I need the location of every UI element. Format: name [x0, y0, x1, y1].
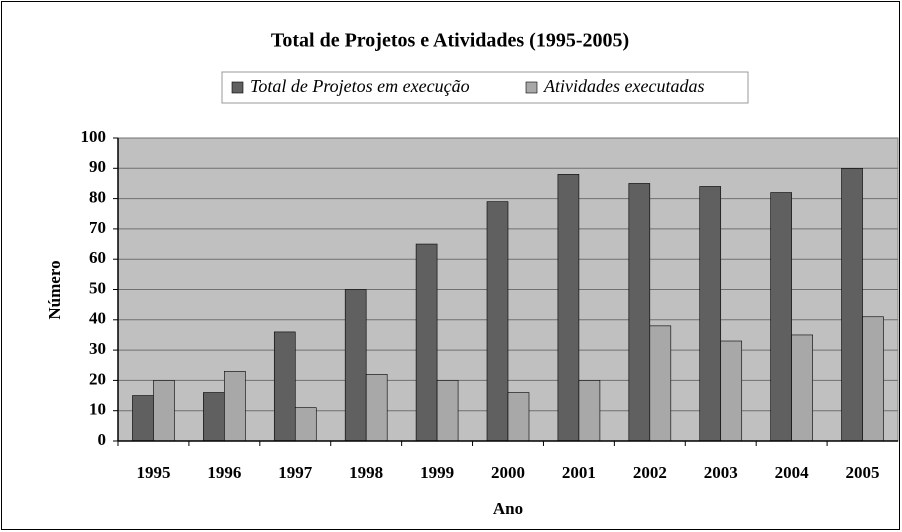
y-tick-label: 40: [89, 309, 106, 328]
x-tick-label: 1998: [349, 463, 383, 482]
x-tick-label: 1999: [420, 463, 454, 482]
legend-swatch: [525, 81, 538, 94]
bar: [720, 340, 743, 442]
bar: [365, 374, 388, 442]
chart-title: Total de Projetos e Atividades (1995-200…: [271, 30, 629, 52]
x-tick-label: 2005: [846, 463, 880, 482]
bar: [344, 289, 367, 442]
x-tick-label: 2001: [562, 463, 596, 482]
y-axis-label: Número: [45, 260, 64, 319]
bar: [649, 325, 672, 442]
bar: [841, 168, 863, 442]
bar: [294, 407, 317, 442]
y-tick-label: 70: [89, 218, 106, 237]
bar: [415, 243, 438, 442]
bar: [862, 316, 884, 442]
y-tick-label: 60: [89, 248, 106, 267]
legend-label: Total de Projetos em execução: [250, 76, 470, 96]
x-axis-label: Ano: [493, 499, 523, 518]
bar: [224, 371, 246, 442]
bar: [628, 183, 651, 442]
legend-label: Atividades executadas: [543, 76, 704, 96]
bar: [203, 392, 225, 442]
y-tick-label: 50: [89, 278, 106, 297]
y-tick-label: 30: [89, 339, 106, 358]
bar: [132, 395, 154, 442]
bar: [791, 334, 813, 442]
x-tick-label: 1995: [136, 463, 170, 482]
legend-box: [221, 71, 749, 104]
bar: [699, 186, 722, 442]
y-tick-label: 100: [81, 127, 107, 146]
x-tick-label: 2004: [775, 463, 810, 482]
bar: [770, 192, 792, 442]
bar: [578, 380, 601, 442]
y-tick-label: 0: [98, 430, 107, 449]
legend-swatch: [231, 81, 244, 94]
y-tick-label: 80: [89, 188, 106, 207]
bar: [436, 380, 459, 442]
bar: [153, 380, 175, 442]
y-tick-label: 20: [89, 369, 106, 388]
x-tick-label: 1997: [278, 463, 313, 482]
bar: [486, 201, 509, 442]
x-tick-label: 2002: [633, 463, 667, 482]
bar: [507, 392, 530, 442]
x-tick-label: 1996: [207, 463, 241, 482]
y-tick-label: 90: [89, 157, 106, 176]
bar: [557, 174, 580, 442]
x-tick-label: 2000: [491, 463, 525, 482]
bar: [273, 331, 296, 442]
y-tick-label: 10: [89, 400, 106, 419]
x-tick-label: 2003: [704, 463, 738, 482]
